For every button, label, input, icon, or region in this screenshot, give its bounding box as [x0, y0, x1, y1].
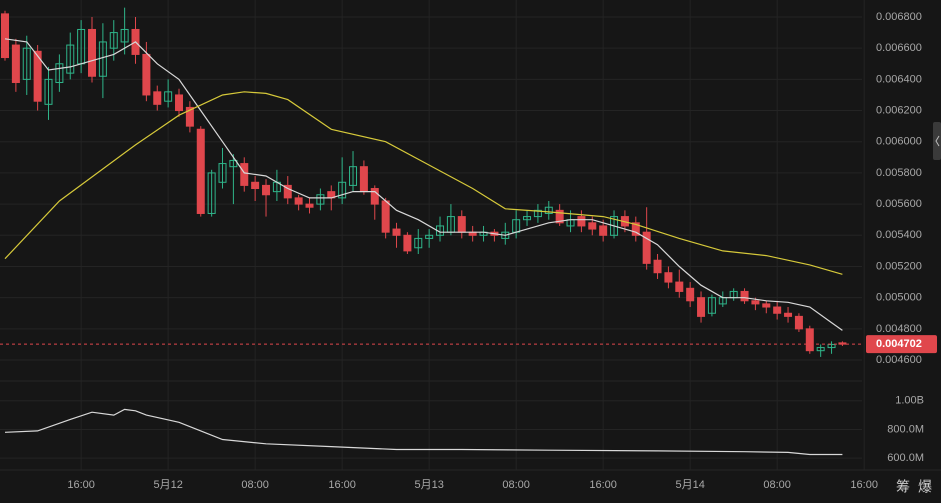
last-price-label: 0.004702 — [876, 338, 922, 350]
candle-body — [664, 272, 673, 283]
candle-body — [338, 181, 347, 199]
x-tick-label: 08:00 — [241, 479, 269, 491]
candle-body — [653, 259, 662, 274]
y-tick-label: 0.006200 — [876, 104, 922, 116]
candle-body — [805, 328, 814, 352]
candle-body — [751, 300, 760, 305]
candle-body — [164, 91, 173, 102]
candle-body — [555, 209, 564, 224]
candle-body — [675, 281, 684, 292]
candle-body — [33, 50, 42, 102]
y-tick-label: 0.006600 — [876, 42, 922, 54]
x-tick-label: 16:00 — [850, 479, 878, 491]
side-tab[interactable] — [933, 122, 941, 160]
candle-body — [381, 200, 390, 233]
candle-body — [533, 209, 542, 218]
y-tick-label: 0.004600 — [876, 354, 922, 366]
candle-body — [762, 303, 771, 308]
candle-body — [44, 78, 53, 105]
y-tick-label: 0.004800 — [876, 323, 922, 335]
candle-body — [88, 28, 97, 77]
candle-body — [175, 94, 184, 112]
x-tick-label: 08:00 — [502, 479, 530, 491]
candle-body — [1, 13, 10, 59]
volume-tick-label: 600.0M — [887, 452, 924, 464]
moving-average — [4, 91, 843, 275]
volume-tick-label: 800.0M — [887, 423, 924, 435]
y-tick-label: 0.006800 — [876, 11, 922, 23]
candle-body — [816, 347, 825, 352]
candle-body — [283, 184, 292, 199]
candle-body — [196, 128, 205, 214]
candle-body — [414, 237, 423, 249]
candle-body — [740, 290, 749, 302]
y-tick-label: 0.006000 — [876, 136, 922, 148]
x-tick-label: 16:00 — [67, 479, 95, 491]
y-tick-label: 0.006400 — [876, 73, 922, 85]
last-price-box — [866, 335, 937, 354]
candle-body — [142, 53, 151, 96]
y-tick-label: 0.005200 — [876, 260, 922, 272]
x-tick-label: 5月14 — [675, 479, 704, 491]
plot — [1, 7, 847, 456]
candle-body — [262, 184, 271, 196]
volume-tick-label: 1.00B — [895, 395, 924, 407]
x-tick-label: 16:00 — [589, 479, 617, 491]
candle-body — [686, 287, 695, 302]
candle-body — [22, 47, 31, 80]
candle-body — [588, 222, 597, 230]
candle-body — [55, 63, 64, 83]
candle-body — [153, 91, 162, 105]
candle-body — [120, 28, 129, 43]
candle-body — [794, 315, 803, 330]
candle-body — [392, 228, 401, 236]
candle-body — [610, 216, 619, 236]
candle-body — [207, 172, 216, 214]
candle-body — [229, 159, 238, 168]
candle-body — [294, 197, 303, 205]
candle-body — [11, 44, 20, 83]
candle-body — [827, 343, 836, 349]
candle-body — [185, 106, 194, 127]
x-tick-label: 5月12 — [153, 479, 182, 491]
candle-body — [316, 194, 325, 205]
corner-label[interactable]: 爆 — [918, 479, 932, 495]
moving-average — [4, 38, 843, 331]
candle-body — [370, 188, 379, 205]
y-tick-label: 0.005800 — [876, 167, 922, 179]
candle-body — [631, 222, 640, 236]
x-tick-label: 5月13 — [414, 479, 443, 491]
candle-body — [425, 234, 434, 239]
candle-body — [66, 44, 75, 74]
candle-body — [523, 216, 532, 221]
candle-body — [251, 181, 260, 190]
candle-body — [577, 216, 586, 227]
corner-label[interactable]: 筹 — [896, 479, 910, 495]
candle-body — [305, 203, 314, 208]
candle-body — [218, 163, 227, 183]
candle-body — [544, 206, 553, 214]
candle-body — [642, 231, 651, 264]
x-tick-label: 08:00 — [763, 479, 791, 491]
candle-body — [784, 312, 793, 317]
side-tab-arrow — [935, 135, 940, 147]
y-tick-label: 0.005400 — [876, 229, 922, 241]
candle-body — [359, 166, 368, 193]
candle-body — [457, 216, 466, 233]
x-tick-label: 16:00 — [328, 479, 356, 491]
y-tick-label: 0.005600 — [876, 198, 922, 210]
candle-body — [240, 163, 249, 186]
candle-body — [707, 297, 716, 314]
volume-line — [4, 408, 843, 456]
y-tick-label: 0.005000 — [876, 292, 922, 304]
candle-body — [599, 225, 608, 236]
candle-body — [773, 306, 782, 314]
candle-body — [349, 166, 358, 186]
candle-body — [109, 32, 118, 49]
candle-body — [697, 297, 706, 317]
candle-body — [403, 234, 412, 252]
